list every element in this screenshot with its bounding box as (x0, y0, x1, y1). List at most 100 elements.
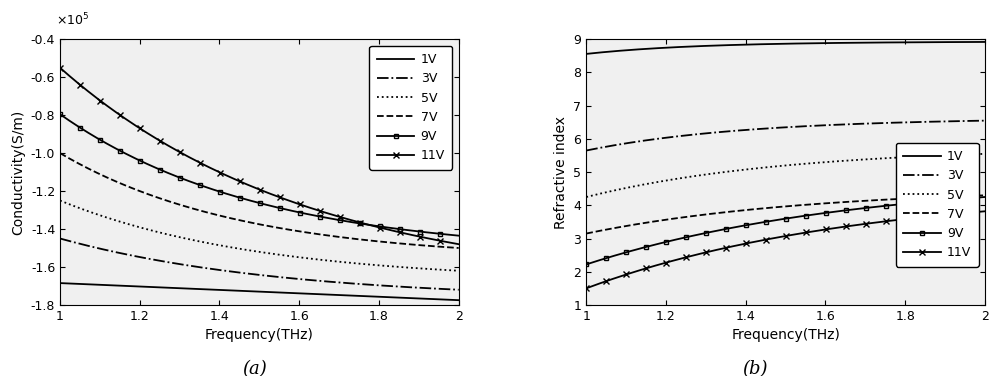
5V (298, 256, 310, 260)
1V (816, 41, 828, 45)
11V (298, 203, 310, 208)
11V (580, 286, 592, 291)
Line: 1V: 1V (586, 42, 985, 54)
7V (390, 241, 402, 246)
Line: 3V: 3V (60, 238, 459, 290)
7V (824, 201, 836, 205)
Text: $\times 10^5$: $\times 10^5$ (56, 12, 89, 29)
3V (415, 286, 427, 290)
11V (979, 209, 991, 214)
Line: 11V: 11V (583, 209, 988, 291)
9V (298, 211, 310, 215)
X-axis label: Frequency(THz): Frequency(THz) (205, 328, 314, 342)
5V (291, 255, 303, 259)
1V (582, 52, 594, 56)
1V (291, 291, 303, 296)
5V (942, 153, 954, 158)
9V (55, 113, 67, 117)
1V (415, 296, 427, 301)
5V (453, 268, 465, 273)
3V (979, 118, 991, 123)
11V (942, 212, 954, 217)
Line: 1V: 1V (60, 283, 459, 300)
11V (415, 235, 427, 239)
7V (291, 229, 303, 233)
5V (979, 152, 991, 156)
3V (291, 277, 303, 281)
Text: (a): (a) (243, 360, 267, 376)
Line: 3V: 3V (586, 121, 985, 150)
11V (816, 228, 828, 232)
9V (453, 233, 465, 238)
7V (582, 231, 594, 235)
9V (390, 226, 402, 231)
7V (415, 243, 427, 247)
9V (580, 262, 592, 267)
3V (824, 123, 836, 127)
3V (916, 120, 928, 124)
Line: 5V: 5V (60, 200, 459, 271)
5V (818, 160, 830, 165)
Line: 9V: 9V (584, 195, 987, 267)
9V (818, 211, 830, 215)
3V (54, 236, 66, 241)
Line: 11V: 11V (57, 65, 461, 247)
1V (916, 40, 928, 44)
5V (390, 264, 402, 269)
1V (298, 291, 310, 296)
3V (816, 123, 828, 127)
1V (979, 40, 991, 44)
3V (390, 284, 402, 289)
11V (55, 67, 67, 71)
Line: 7V: 7V (60, 153, 459, 248)
5V (55, 199, 67, 203)
9V (415, 229, 427, 234)
11V (818, 227, 830, 232)
5V (580, 195, 592, 199)
9V (290, 209, 302, 214)
9V (582, 262, 594, 266)
7V (916, 196, 928, 200)
7V (298, 230, 310, 234)
1V (55, 281, 67, 285)
3V (942, 119, 954, 124)
Y-axis label: Refractive index: Refractive index (554, 115, 568, 229)
11V (916, 215, 928, 220)
X-axis label: Frequency(THz): Frequency(THz) (731, 328, 840, 342)
11V (824, 226, 836, 231)
9V (824, 210, 836, 215)
3V (298, 277, 310, 282)
7V (290, 229, 302, 233)
5V (54, 198, 66, 203)
Line: 9V: 9V (58, 112, 461, 238)
9V (816, 211, 828, 215)
9V (291, 210, 303, 214)
Line: 7V: 7V (586, 196, 985, 233)
Legend: 1V, 3V, 5V, 7V, 9V, 11V: 1V, 3V, 5V, 7V, 9V, 11V (369, 45, 452, 170)
1V (818, 41, 830, 45)
Line: 5V: 5V (586, 154, 985, 197)
1V (54, 281, 66, 285)
9V (916, 200, 928, 205)
5V (916, 154, 928, 159)
11V (291, 201, 303, 206)
3V (582, 148, 594, 153)
3V (818, 123, 830, 127)
9V (979, 195, 991, 199)
7V (453, 246, 465, 250)
5V (816, 160, 828, 165)
11V (290, 201, 302, 205)
11V (453, 242, 465, 246)
Text: (b): (b) (742, 360, 768, 376)
7V (979, 193, 991, 198)
11V (390, 229, 402, 234)
5V (824, 159, 836, 164)
1V (390, 295, 402, 300)
7V (55, 152, 67, 156)
11V (54, 65, 66, 70)
5V (290, 255, 302, 259)
Legend: 1V, 3V, 5V, 7V, 9V, 11V: 1V, 3V, 5V, 7V, 9V, 11V (896, 143, 979, 267)
3V (55, 237, 67, 241)
7V (580, 231, 592, 236)
7V (942, 194, 954, 199)
